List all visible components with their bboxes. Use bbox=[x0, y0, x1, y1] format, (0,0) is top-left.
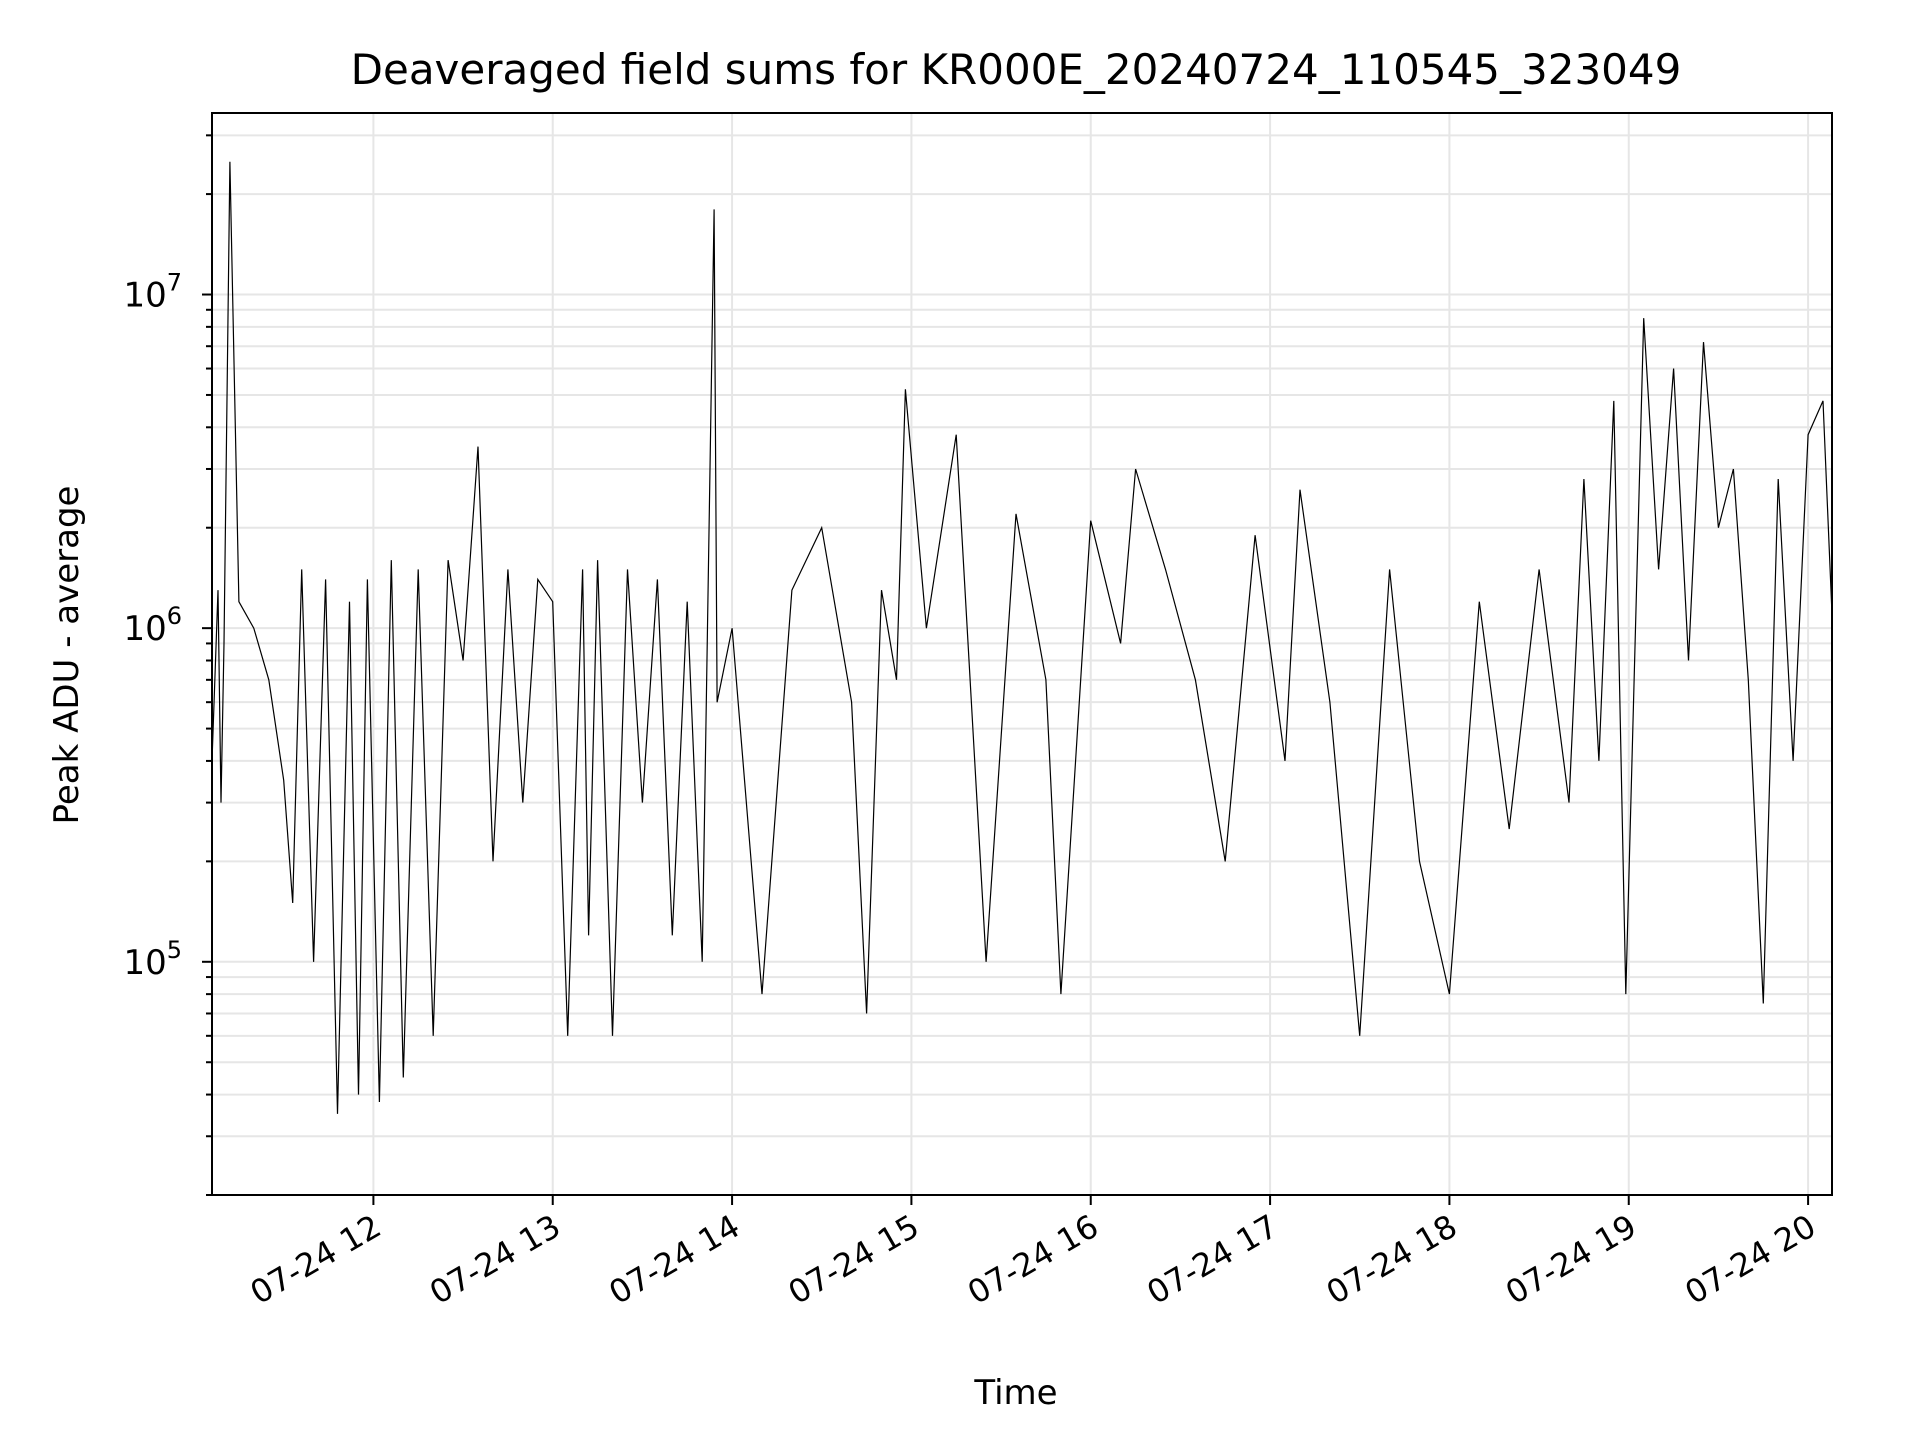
series-line bbox=[211, 161, 1833, 1114]
x-axis-label: Time bbox=[973, 1373, 1057, 1413]
chart-title: Deaveraged field sums for KR000E_2024072… bbox=[351, 45, 1682, 94]
y-tick-label: 106 bbox=[123, 602, 182, 649]
y-axis-label: Peak ADU - average bbox=[47, 486, 87, 825]
series-layer bbox=[211, 161, 1833, 1114]
plot-frame bbox=[211, 112, 1833, 1196]
y-axis: 105 106 107 bbox=[123, 134, 212, 1196]
y-tick-label: 107 bbox=[123, 269, 182, 316]
grid bbox=[212, 113, 1832, 1196]
y-tick-label: 105 bbox=[123, 936, 182, 983]
